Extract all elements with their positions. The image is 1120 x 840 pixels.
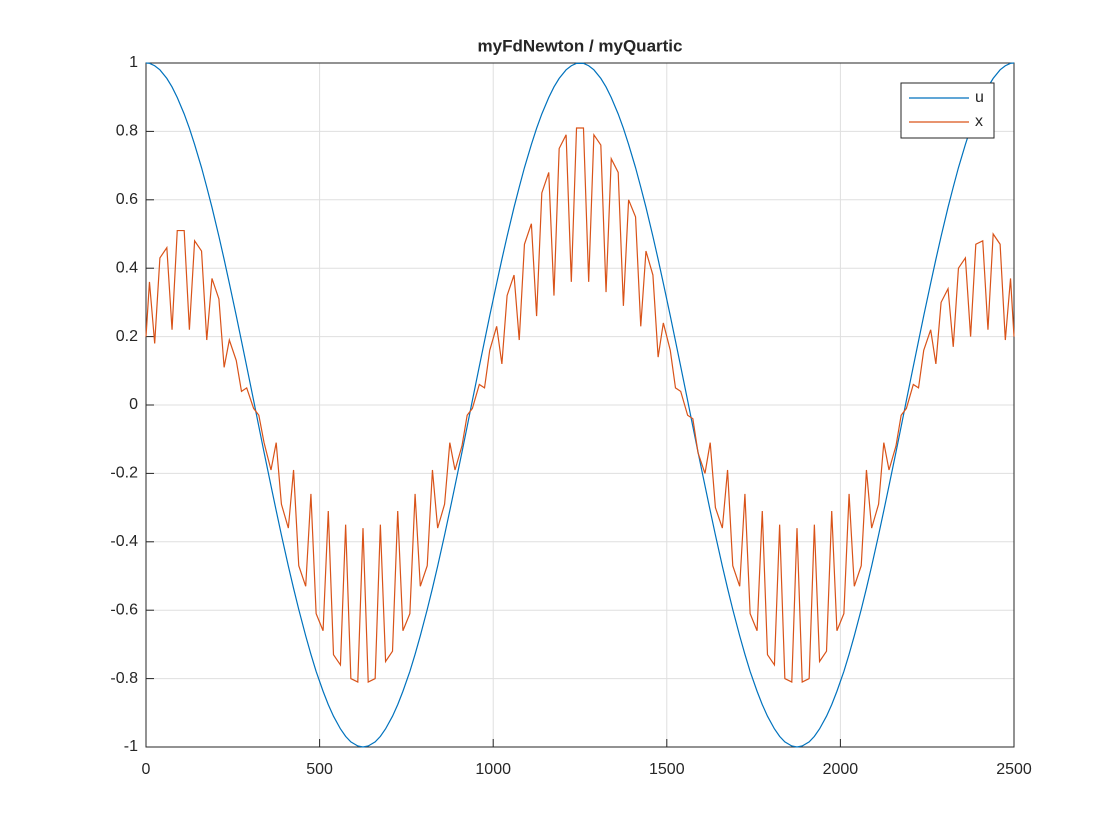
y-tick-label: 0.4 — [116, 259, 138, 276]
x-tick-label: 0 — [142, 761, 151, 778]
x-tick-label: 1500 — [649, 761, 685, 778]
y-tick-label: -1 — [124, 738, 138, 755]
y-tick-label: -0.2 — [110, 465, 138, 482]
data-line — [145, 127, 1015, 683]
y-tick-label: 1 — [129, 54, 138, 71]
y-tick-label: -0.6 — [110, 601, 138, 618]
legend-label: u — [975, 89, 984, 106]
x-tick-label: 2000 — [823, 761, 859, 778]
y-tick-label: -0.4 — [110, 533, 138, 550]
y-tick-label: 0.8 — [116, 123, 138, 140]
x-tick-label: 500 — [306, 761, 333, 778]
x-tick-label: 1000 — [475, 761, 511, 778]
y-tick-label: 0.6 — [116, 191, 138, 208]
y-tick-label: 0.2 — [116, 328, 138, 345]
chart-title: myFdNewton / myQuartic — [478, 36, 683, 55]
legend-box — [900, 82, 995, 139]
legend-label: x — [975, 113, 983, 130]
y-tick-label: -0.8 — [110, 670, 138, 687]
y-tick-label: 0 — [129, 396, 138, 413]
data-line — [145, 62, 1015, 748]
x-tick-label: 2500 — [996, 761, 1032, 778]
